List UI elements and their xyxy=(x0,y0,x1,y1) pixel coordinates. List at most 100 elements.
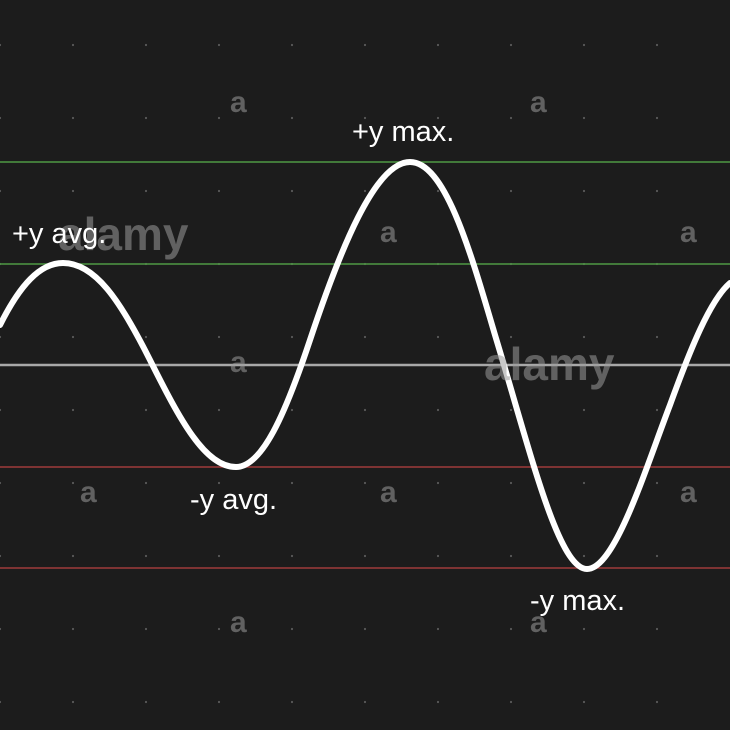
watermark-mark: a xyxy=(530,606,547,639)
grid-dot xyxy=(582,116,586,120)
grid-dot xyxy=(582,700,586,704)
watermark-brand: alamy xyxy=(58,208,189,260)
grid-dot xyxy=(363,481,367,485)
grid-dot xyxy=(0,335,2,339)
grid-dot xyxy=(509,700,513,704)
watermark-mark: a xyxy=(80,476,97,509)
grid-dot xyxy=(144,481,148,485)
grid-dot xyxy=(436,116,440,120)
watermark-mark: a xyxy=(530,86,547,119)
grid-dot xyxy=(144,116,148,120)
grid-dot xyxy=(290,481,294,485)
watermark-mark: a xyxy=(230,86,247,119)
grid-dot xyxy=(0,43,2,47)
grid-dot xyxy=(0,116,2,120)
grid-dot xyxy=(436,481,440,485)
grid-dot xyxy=(144,335,148,339)
grid-dot xyxy=(509,481,513,485)
grid-dot xyxy=(217,700,221,704)
watermark-mark: a xyxy=(680,216,697,249)
grid-dot xyxy=(144,408,148,412)
grid-dot xyxy=(71,408,75,412)
grid-dot xyxy=(144,700,148,704)
grid-dot xyxy=(217,43,221,47)
grid-dot xyxy=(71,189,75,193)
grid-dot xyxy=(582,43,586,47)
grid-dot xyxy=(509,43,513,47)
grid-dot xyxy=(0,627,2,631)
grid-dot xyxy=(655,700,659,704)
grid-dot xyxy=(0,700,2,704)
grid-dot xyxy=(363,43,367,47)
grid-dot xyxy=(363,116,367,120)
grid-dot xyxy=(655,116,659,120)
grid-dot xyxy=(582,481,586,485)
grid-dot xyxy=(290,189,294,193)
grid-dot xyxy=(436,554,440,558)
grid-dot xyxy=(436,627,440,631)
grid-dot xyxy=(363,335,367,339)
grid-dot xyxy=(217,189,221,193)
watermark-mark: a xyxy=(680,476,697,509)
watermark-mark: a xyxy=(230,346,247,379)
grid-dot xyxy=(144,554,148,558)
grid-dot xyxy=(290,408,294,412)
watermark-mark: a xyxy=(380,476,397,509)
grid-dot xyxy=(582,335,586,339)
grid-dot xyxy=(582,554,586,558)
grid-dot xyxy=(363,189,367,193)
positive-avg-label: +y avg. xyxy=(12,218,106,250)
grid-dot xyxy=(290,43,294,47)
grid-dot xyxy=(509,335,513,339)
grid-dot xyxy=(655,43,659,47)
grid-dot xyxy=(290,554,294,558)
grid-dot xyxy=(71,554,75,558)
grid-dot xyxy=(217,481,221,485)
grid-dot xyxy=(509,554,513,558)
grid-dot xyxy=(509,116,513,120)
grid-dot xyxy=(0,408,2,412)
grid-dot xyxy=(71,335,75,339)
grid-dot xyxy=(217,627,221,631)
grid-dot xyxy=(363,700,367,704)
grid-dot xyxy=(217,116,221,120)
grid-dot xyxy=(217,554,221,558)
grid-dot xyxy=(71,700,75,704)
grid-dots xyxy=(0,43,659,704)
grid-dot xyxy=(290,700,294,704)
grid-dot xyxy=(144,627,148,631)
grid-dot xyxy=(144,189,148,193)
grid-dot xyxy=(0,189,2,193)
grid-dot xyxy=(290,116,294,120)
grid-dot xyxy=(655,408,659,412)
grid-dot xyxy=(71,43,75,47)
watermark-mark: a xyxy=(380,216,397,249)
grid-dot xyxy=(509,408,513,412)
grid-dot xyxy=(290,335,294,339)
grid-dot xyxy=(436,335,440,339)
grid-dot xyxy=(363,408,367,412)
grid-dot xyxy=(71,481,75,485)
watermark: alamy alamy a a a a a a a a a a xyxy=(58,86,697,639)
negative-max-label: -y max. xyxy=(530,585,625,617)
grid-dot xyxy=(655,335,659,339)
watermark-brand: alamy xyxy=(484,338,615,390)
negative-avg-label: -y avg. xyxy=(190,484,277,516)
grid-dot xyxy=(217,408,221,412)
grid-dot xyxy=(0,554,2,558)
grid-dot xyxy=(509,627,513,631)
grid-dot xyxy=(436,700,440,704)
grid-dot xyxy=(436,408,440,412)
grid-dot xyxy=(655,189,659,193)
grid-dot xyxy=(582,627,586,631)
grid-dot xyxy=(71,627,75,631)
grid-dot xyxy=(582,408,586,412)
waveform-curve xyxy=(0,159,730,572)
grid-dot xyxy=(582,189,586,193)
grid-dot xyxy=(655,554,659,558)
grid-dot xyxy=(290,627,294,631)
positive-max-label: +y max. xyxy=(352,116,454,148)
grid-dot xyxy=(71,116,75,120)
grid-dot xyxy=(363,554,367,558)
